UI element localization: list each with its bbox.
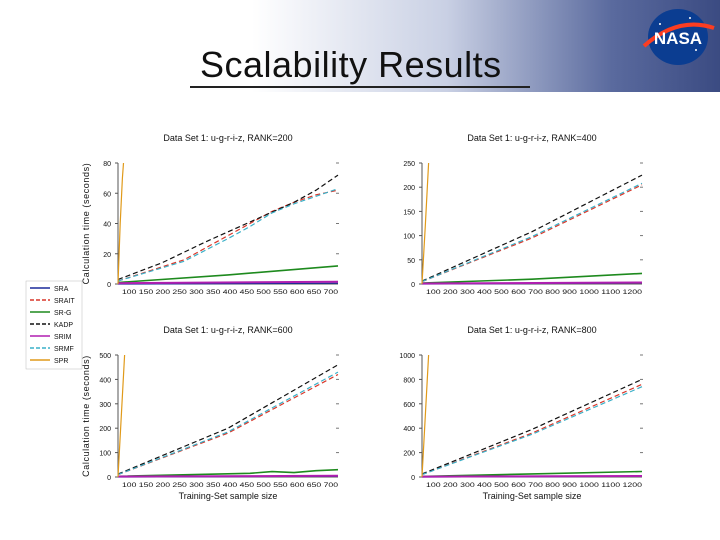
y-tick-label: 0 [411,475,415,482]
y-tick-label: 1000 [399,353,415,360]
x-axis-label: Training-Set sample size [179,491,278,501]
y-tick-label: 80 [103,161,111,168]
chart-panel: Data Set 1: u-g-r-i-z, RANK=600 Calculati… [81,325,339,501]
y-axis-label: Calculation time (seconds) [81,163,91,285]
y-tick-label: 60 [103,191,111,198]
y-tick-label: 600 [403,402,415,409]
title-banner [0,0,720,92]
title-underline [190,86,530,88]
series-line-kadp [421,378,643,475]
chart-title: Data Set 1: u-g-r-i-z, RANK=400 [467,133,596,143]
x-tick-labels: 100 150 200 250 300 350 400 450 500 550 … [122,482,339,489]
y-tick-label: 0 [107,282,111,289]
series-line-srmf [117,371,339,476]
x-axis-label: Training-Set sample size [483,491,582,501]
series-line-spr [421,162,430,285]
legend-entry: SRMF [54,346,74,353]
y-axis-label: Calculation time (seconds) [81,355,91,477]
y-tick-label: 200 [403,185,415,192]
x-tick-labels: 100 200 300 400 500 600 700 800 900 1000… [426,482,643,489]
series-line-kadp [117,364,339,475]
legend-box [25,280,83,370]
chart-panel: Data Set 1: u-g-r-i-z, RANK=800 Training-… [399,325,643,501]
legend-entry: SPR [54,358,68,365]
legend-entry: SR-G [54,310,72,317]
series-line-spr [421,354,430,478]
chart-title: Data Set 1: u-g-r-i-z, RANK=200 [163,133,292,143]
series-line-kadp [117,174,339,281]
y-tick-label: 400 [403,426,415,433]
y-tick-label: 300 [99,402,111,409]
logo-text: NASA [654,29,702,48]
y-tick-label: 200 [403,451,415,458]
legend-entry: SRAIT [54,298,75,305]
series-line-sr-g [117,265,339,284]
y-tick-label: 200 [99,426,111,433]
chart-title: Data Set 1: u-g-r-i-z, RANK=800 [467,325,596,335]
y-tick-label: 100 [99,451,111,458]
chart-panel: Data Set 1: u-g-r-i-z, RANK=200 Calculati… [81,133,339,296]
series-line-kadp [421,174,643,282]
chart-title: Data Set 1: u-g-r-i-z, RANK=600 [163,325,292,335]
series-line-srim [117,474,339,478]
series-line-spr [117,354,126,478]
slide-title: Scalability Results [200,44,502,85]
legend: SRA SRAIT SR-G KADP SRIM SRMF SPR [25,280,83,370]
legend-entry: KADP [54,322,73,329]
y-tick-label: 150 [403,209,415,216]
legend-entry: SRA [54,286,69,293]
y-tick-label: 100 [403,234,415,241]
y-tick-label: 20 [103,252,111,259]
nasa-logo: NASA [642,9,715,65]
legend-entry: SRIM [54,334,72,341]
series-line-srmf [421,182,643,283]
x-tick-labels: 100 150 200 250 300 350 400 450 500 550 … [122,289,339,296]
series-line-sr-g [421,272,643,284]
chart-panel: Data Set 1: u-g-r-i-z, RANK=400 0 50 100 150… [403,133,643,296]
series-line-sr-g [117,468,339,478]
y-tick-label: 40 [103,222,111,229]
y-tick-label: 50 [407,258,415,265]
series-line-srmf [117,188,339,282]
series-line-srmf [421,386,643,476]
series-line-srim [421,281,643,285]
series-line-srait [117,373,339,476]
series-line-spr [117,162,125,285]
series-line-srait [117,189,339,282]
y-tick-label: 0 [411,282,415,289]
x-tick-labels: 100 200 300 400 500 600 700 800 900 1000… [426,289,643,296]
series-line-srim [421,475,643,478]
y-tick-label: 250 [403,161,415,168]
y-tick-label: 0 [107,475,111,482]
y-tick-label: 800 [403,377,415,384]
y-tick-label: 400 [99,377,111,384]
series-line-srim [117,280,339,285]
y-tick-label: 500 [99,353,111,360]
